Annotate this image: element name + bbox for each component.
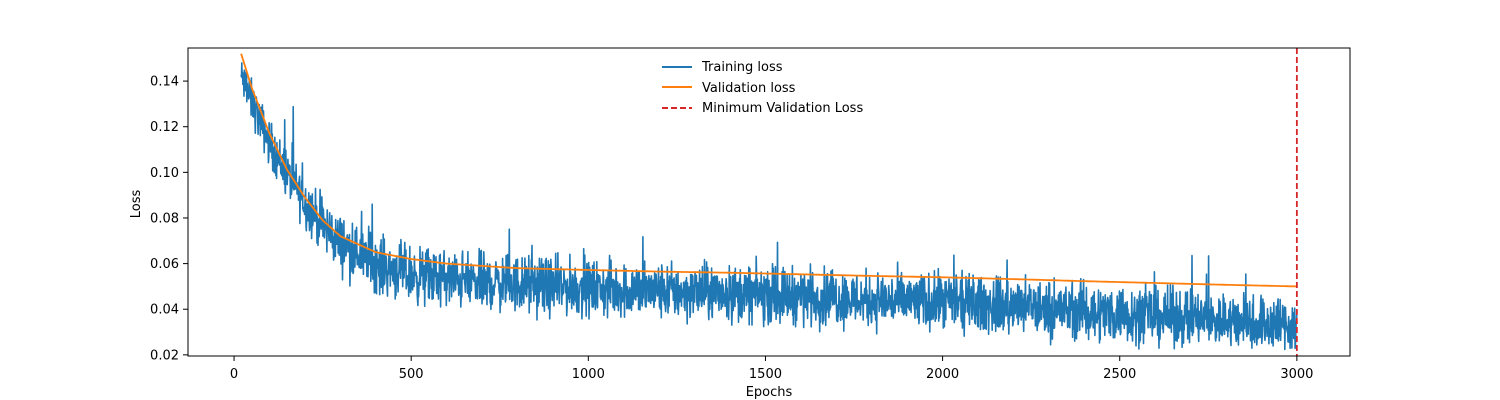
x-tick-label: 0 [230,367,238,382]
x-tick-label: 2500 [1103,367,1136,382]
y-tick-label: 0.06 [150,257,179,272]
y-tick-label: 0.12 [150,120,179,135]
legend: Training loss Validation loss Minimum Va… [662,60,863,116]
validation-loss-line [240,53,1297,288]
legend-label-training: Training loss [701,60,783,75]
y-tick-label: 0.02 [150,348,179,363]
legend-label-validation: Validation loss [702,81,796,96]
x-tick-label: 3000 [1280,367,1313,382]
y-axis-label: Loss [129,190,144,219]
series-layer [240,48,1298,356]
y-tick-label: 0.14 [150,75,179,90]
plot-frame [187,47,1351,357]
y-tick-label: 0.08 [150,211,179,226]
x-tick-label: 500 [399,367,424,382]
legend-label-minimum: Minimum Validation Loss [702,101,863,116]
x-axis-label: Epochs [746,385,793,400]
x-tick-label: 1500 [749,367,782,382]
x-tick-label: 1000 [572,367,605,382]
y-tick-label: 0.04 [150,303,179,318]
training-loss-line [240,62,1298,351]
y-tick-label: 0.10 [150,166,179,181]
x-tick-label: 2000 [926,367,959,382]
x-axis: 0 500 1000 1500 2000 2500 3000 [230,356,1313,382]
y-axis: 0.02 0.04 0.06 0.08 0.10 0.12 0.14 [150,75,188,363]
